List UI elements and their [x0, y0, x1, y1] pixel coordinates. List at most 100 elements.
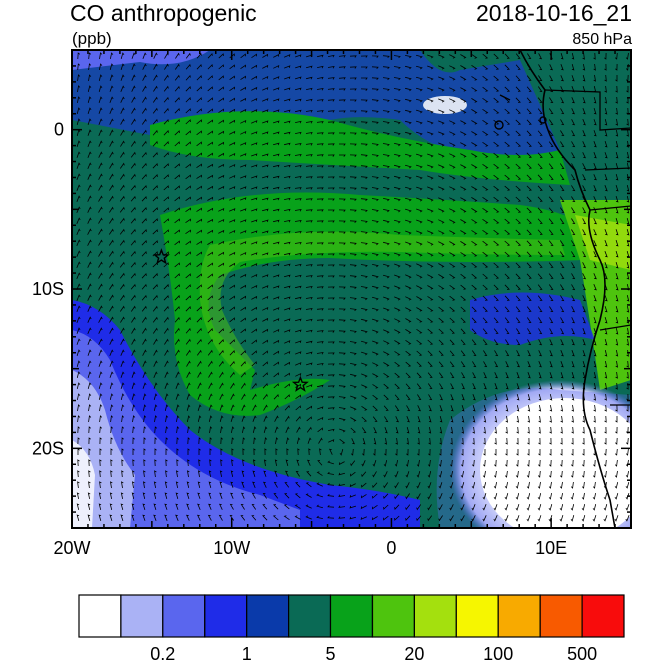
- wind-barb: [461, 449, 464, 456]
- wind-barb: [154, 426, 158, 434]
- wind-barb: [560, 394, 564, 401]
- wind-barb: [109, 382, 114, 390]
- wind-barb: [273, 87, 280, 91]
- wind-barb: [207, 251, 213, 256]
- wind-barb: [196, 306, 202, 312]
- wind-barb: [240, 142, 247, 146]
- wind-barb: [88, 415, 92, 423]
- wind-barb: [306, 373, 313, 377]
- wind-barb: [460, 252, 467, 257]
- wind-barb: [251, 273, 258, 278]
- wind-barb: [209, 437, 212, 445]
- wind-barb: [471, 109, 478, 114]
- wind-barb: [527, 339, 532, 346]
- wind-barb: [582, 284, 586, 291]
- wind-barb: [99, 437, 102, 445]
- wind-barb: [76, 503, 80, 510]
- wind-barb: [516, 426, 519, 434]
- wind-barb: [185, 152, 191, 158]
- wind-barb: [141, 151, 147, 158]
- wind-barb: [427, 361, 433, 367]
- wind-vector-field: [76, 52, 630, 522]
- wind-barb: [108, 250, 114, 257]
- wind-barb: [416, 307, 423, 312]
- wind-barb: [383, 219, 390, 224]
- wind-barb: [427, 87, 434, 92]
- wind-barb: [526, 97, 532, 103]
- wind-barb: [305, 209, 313, 212]
- wind-barb: [262, 328, 269, 333]
- wind-barb: [240, 317, 246, 323]
- wind-barb: [372, 362, 379, 367]
- wind-barb: [593, 52, 596, 60]
- wind-barb: [230, 404, 235, 411]
- wind-barb: [515, 251, 522, 257]
- wind-barb: [242, 459, 245, 467]
- wind-barb: [415, 98, 423, 103]
- wind-barb: [350, 417, 357, 422]
- wind-barb: [308, 448, 311, 456]
- wind-barb: [338, 516, 346, 519]
- wind-barb: [131, 382, 136, 390]
- wind-barb: [120, 129, 125, 136]
- wind-barb: [449, 263, 456, 268]
- wind-barb: [615, 283, 619, 291]
- wind-barb: [417, 416, 421, 423]
- wind-barb: [317, 427, 323, 433]
- wind-barb: [538, 415, 541, 423]
- wind-barb: [449, 284, 456, 290]
- wind-barb: [186, 382, 191, 389]
- wind-barb: [384, 448, 387, 456]
- wind-barb: [483, 350, 488, 356]
- wind-barb: [471, 76, 478, 81]
- wind-barb: [360, 121, 368, 124]
- wind-barb: [132, 415, 136, 423]
- wind-barb: [207, 119, 213, 125]
- wind-barb: [460, 230, 467, 235]
- wind-barb: [537, 196, 543, 202]
- wind-barb: [571, 119, 576, 126]
- wind-barb: [417, 394, 422, 400]
- colorbar-box: [539, 594, 583, 638]
- wind-barb: [515, 240, 522, 246]
- wind-barb: [405, 329, 412, 334]
- wind-barb: [416, 372, 422, 378]
- wind-barb: [615, 339, 619, 346]
- wind-barb: [218, 349, 224, 356]
- wind-barb: [251, 164, 258, 168]
- wind-barb: [272, 515, 279, 521]
- wind-barb: [119, 162, 125, 169]
- wind-barb: [305, 109, 313, 113]
- wind-barb: [317, 54, 324, 58]
- wind-barb: [196, 218, 203, 223]
- wind-barb: [152, 305, 158, 312]
- wind-barb: [153, 85, 158, 92]
- wind-barb: [98, 107, 103, 114]
- wind-barb: [471, 306, 477, 312]
- wind-barb: [494, 404, 498, 412]
- wind-barb: [240, 350, 246, 356]
- wind-barb: [515, 306, 521, 312]
- wind-barb: [438, 328, 445, 334]
- wind-barb: [625, 504, 630, 511]
- wind-barb: [560, 437, 563, 445]
- wind-barb: [87, 162, 92, 169]
- wind-barb: [493, 174, 500, 180]
- wind-barb: [394, 154, 401, 158]
- wind-barb: [626, 371, 629, 379]
- wind-barb: [450, 426, 454, 434]
- wind-barb: [439, 448, 442, 456]
- wind-barb: [549, 426, 552, 434]
- wind-barb: [571, 174, 576, 181]
- wind-barb: [439, 427, 443, 434]
- wind-barb: [350, 427, 357, 433]
- wind-barb: [327, 374, 335, 377]
- wind-barb: [132, 459, 135, 467]
- wind-barb: [294, 187, 302, 190]
- wind-barb: [405, 252, 412, 257]
- wind-barb: [559, 229, 565, 235]
- wind-barb: [174, 262, 180, 268]
- wind-barb: [119, 305, 125, 312]
- wind-barb: [472, 394, 476, 401]
- wind-barb: [77, 393, 81, 400]
